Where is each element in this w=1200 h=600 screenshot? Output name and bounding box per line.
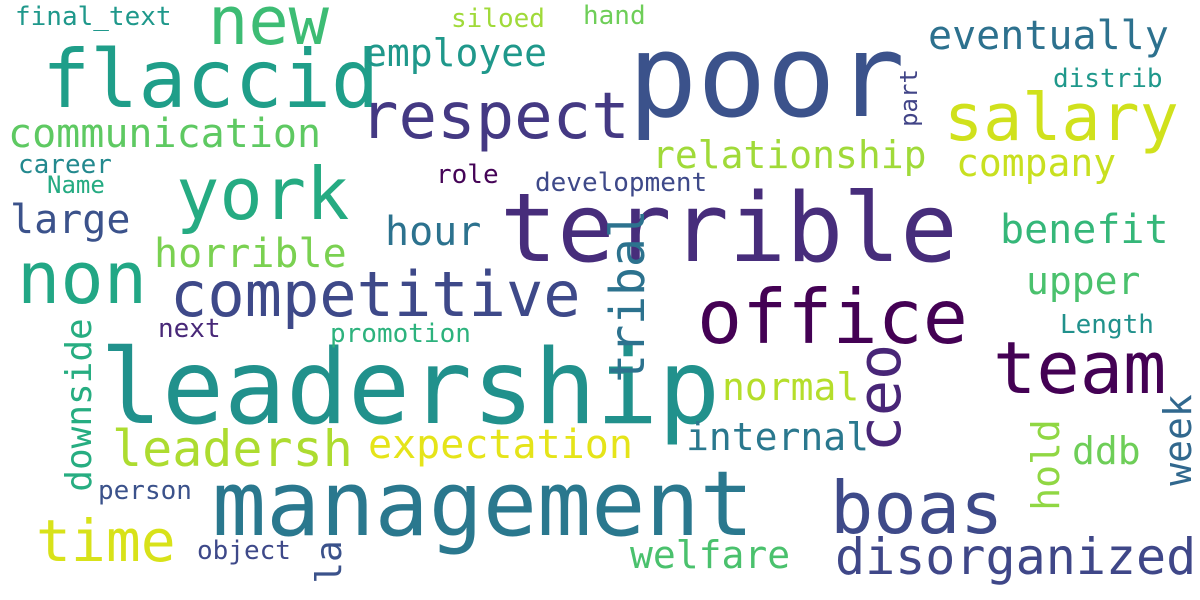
word-salary: salary: [944, 81, 1179, 156]
word-tribal: tribal: [600, 209, 656, 383]
word-time: time: [36, 507, 176, 575]
word-employee: employee: [364, 31, 548, 75]
word-respect: respect: [360, 80, 630, 154]
word-hold: hold: [1024, 419, 1068, 511]
word-hour: hour: [385, 209, 482, 255]
word-management: management: [212, 452, 754, 557]
word-team: team: [993, 326, 1167, 410]
word-benefit: benefit: [1000, 207, 1169, 253]
word-upper: upper: [1026, 259, 1141, 303]
word-development: development: [535, 168, 708, 198]
word-relationship: relationship: [652, 133, 927, 177]
word-ddb: ddb: [1072, 429, 1141, 473]
word-york: york: [176, 152, 350, 236]
word-flaccid: flaccid: [42, 33, 380, 126]
word-promotion: promotion: [330, 319, 471, 349]
word-normal: normal: [722, 365, 860, 409]
word-horrible: horrible: [154, 231, 347, 277]
word-internal: internal: [686, 415, 870, 459]
word-leadership: leadership: [100, 328, 721, 448]
word-large: large: [10, 197, 131, 243]
word-non: non: [17, 236, 148, 320]
word-object: object: [197, 536, 291, 566]
word-part: part: [895, 69, 923, 127]
word-downside: downside: [59, 318, 100, 492]
word-role: role: [436, 160, 499, 190]
word-eventually: eventually: [928, 13, 1169, 59]
word-company: company: [956, 141, 1117, 185]
word-communication: communication: [8, 111, 322, 157]
word-hand: hand: [583, 1, 646, 31]
word-final-text: final_text: [15, 2, 172, 32]
word-distrib: distrib: [1053, 64, 1163, 94]
word-career: career: [18, 150, 112, 180]
word-leadersh: leadersh: [112, 420, 353, 478]
word-new: new: [208, 0, 330, 60]
word-disorganized: disorganized: [835, 528, 1197, 586]
word-expectation: expectation: [368, 422, 633, 468]
word-next: next: [158, 314, 221, 344]
word-boas: boas: [830, 466, 1004, 550]
word-competitive: competitive: [170, 258, 581, 331]
word-welfare: welfare: [630, 533, 791, 577]
word-person: person: [98, 476, 192, 506]
word-week: week: [1156, 394, 1200, 486]
word-length: Length: [1060, 310, 1154, 340]
word-name: Name: [47, 171, 105, 199]
word-la: la: [309, 540, 350, 584]
word-siloed: siloed: [451, 4, 545, 34]
word-poor: poor: [628, 10, 905, 144]
word-terrible: terrible: [500, 174, 958, 284]
word-office: office: [697, 273, 968, 361]
